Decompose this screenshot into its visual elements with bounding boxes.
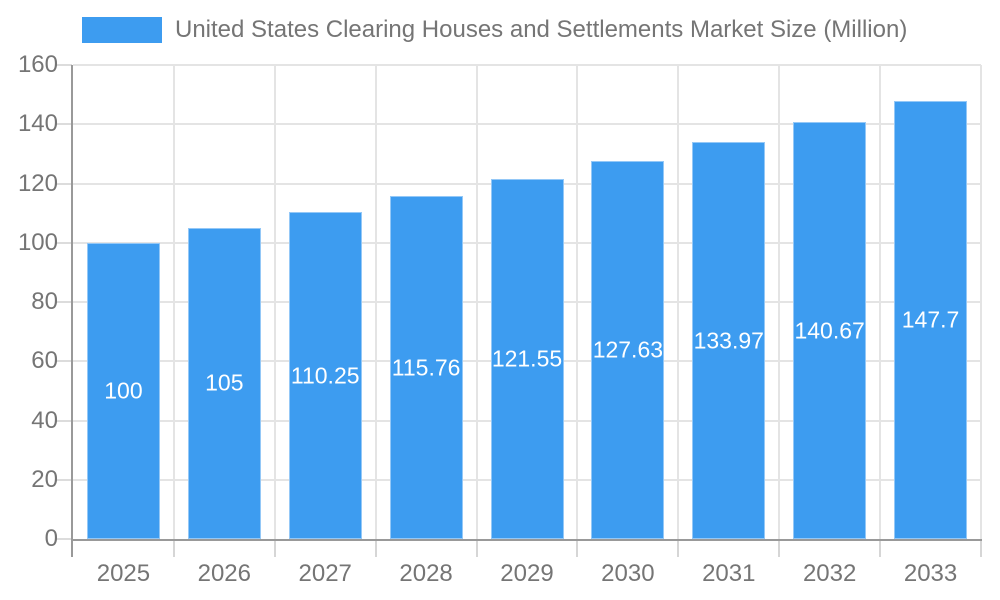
gridline-x-3 bbox=[374, 65, 377, 539]
y-tick-40 bbox=[56, 419, 72, 422]
y-tick-label-60: 60 bbox=[31, 347, 58, 375]
bar-2025[interactable]: 100 bbox=[86, 242, 160, 539]
gridline-x-8 bbox=[879, 65, 882, 539]
gridline-x-5 bbox=[576, 65, 579, 539]
y-tick-label-160: 160 bbox=[17, 51, 58, 78]
x-tick-7 bbox=[778, 541, 781, 557]
y-tick-label-100: 100 bbox=[17, 228, 58, 256]
y-axis-line bbox=[71, 65, 73, 557]
y-tick-80 bbox=[56, 301, 72, 303]
legend-swatch-icon bbox=[82, 17, 162, 43]
x-tick-6 bbox=[677, 541, 680, 557]
x-tick-label-2026: 2026 bbox=[197, 560, 251, 587]
x-tick-1 bbox=[172, 541, 175, 557]
x-tick-label-2029: 2029 bbox=[500, 560, 554, 587]
bar-2030[interactable]: 127.63 bbox=[591, 160, 665, 539]
bar-value-label-2031: 133.97 bbox=[693, 327, 764, 354]
x-tick-label-2028: 2028 bbox=[399, 560, 453, 587]
y-tick-label-40: 40 bbox=[31, 406, 58, 434]
y-tick-20 bbox=[56, 478, 72, 481]
bar-2031[interactable]: 133.97 bbox=[692, 142, 766, 539]
x-tick-3 bbox=[374, 541, 377, 557]
gridline-x-2 bbox=[273, 65, 276, 539]
bar-value-label-2033: 147.7 bbox=[901, 306, 960, 333]
gridline-x-7 bbox=[778, 65, 781, 539]
x-tick-label-2031: 2031 bbox=[702, 560, 756, 587]
bar-2028[interactable]: 115.76 bbox=[389, 196, 463, 539]
legend-label: United States Clearing Houses and Settle… bbox=[175, 16, 908, 43]
bar-value-label-2030: 127.63 bbox=[592, 336, 664, 363]
x-tick-5 bbox=[576, 541, 579, 557]
x-tick-label-2033: 2033 bbox=[903, 560, 958, 587]
bar-value-label-2028: 115.76 bbox=[391, 354, 461, 381]
bar-value-label-2029: 121.55 bbox=[491, 345, 563, 372]
y-tick-120 bbox=[56, 182, 72, 185]
x-axis-line bbox=[71, 539, 982, 541]
x-tick-label-2032: 2032 bbox=[802, 560, 857, 587]
x-tick-label-2027: 2027 bbox=[298, 560, 352, 587]
y-tick-label-20: 20 bbox=[31, 465, 58, 493]
gridline-x-6 bbox=[677, 65, 680, 539]
x-tick-8 bbox=[879, 541, 882, 557]
gridline-y-160 bbox=[73, 64, 981, 66]
gridline-y-140 bbox=[73, 123, 981, 126]
y-tick-label-0: 0 bbox=[44, 525, 58, 552]
x-tick-9 bbox=[980, 541, 982, 557]
bar-2029[interactable]: 121.55 bbox=[490, 178, 564, 539]
y-tick-100 bbox=[56, 241, 72, 244]
y-tick-140 bbox=[56, 123, 72, 126]
bar-2026[interactable]: 105 bbox=[187, 227, 261, 539]
bar-2027[interactable]: 110.25 bbox=[288, 212, 362, 539]
plot-area: 100 105 110.25 115.76 121.55 127.63 133.97 140.… bbox=[18, 51, 982, 587]
y-tick-0 bbox=[56, 538, 72, 540]
bar-value-label-2032: 140.67 bbox=[794, 317, 865, 344]
legend-item[interactable]: United States Clearing Houses and Settle… bbox=[82, 13, 907, 47]
y-tick-160 bbox=[56, 64, 72, 66]
x-tick-2 bbox=[273, 541, 276, 557]
x-tick-label-2025: 2025 bbox=[96, 560, 151, 587]
bar-value-label-2026: 105 bbox=[205, 369, 244, 396]
x-tick-label-2030: 2030 bbox=[601, 560, 655, 587]
x-tick-4 bbox=[475, 541, 478, 557]
y-tick-label-140: 140 bbox=[17, 110, 58, 138]
gridline-x-4 bbox=[475, 65, 478, 539]
y-tick-60 bbox=[56, 360, 72, 363]
bar-2032[interactable]: 140.67 bbox=[793, 122, 867, 539]
bar-2033[interactable]: 147.7 bbox=[894, 101, 968, 539]
gridline-x-1 bbox=[172, 65, 175, 539]
bar-value-label-2027: 110.25 bbox=[290, 362, 360, 389]
y-tick-label-120: 120 bbox=[17, 169, 58, 197]
gridline-x-9 bbox=[980, 65, 982, 539]
bar-value-label-2025: 100 bbox=[104, 377, 143, 404]
y-tick-label-80: 80 bbox=[31, 288, 58, 315]
